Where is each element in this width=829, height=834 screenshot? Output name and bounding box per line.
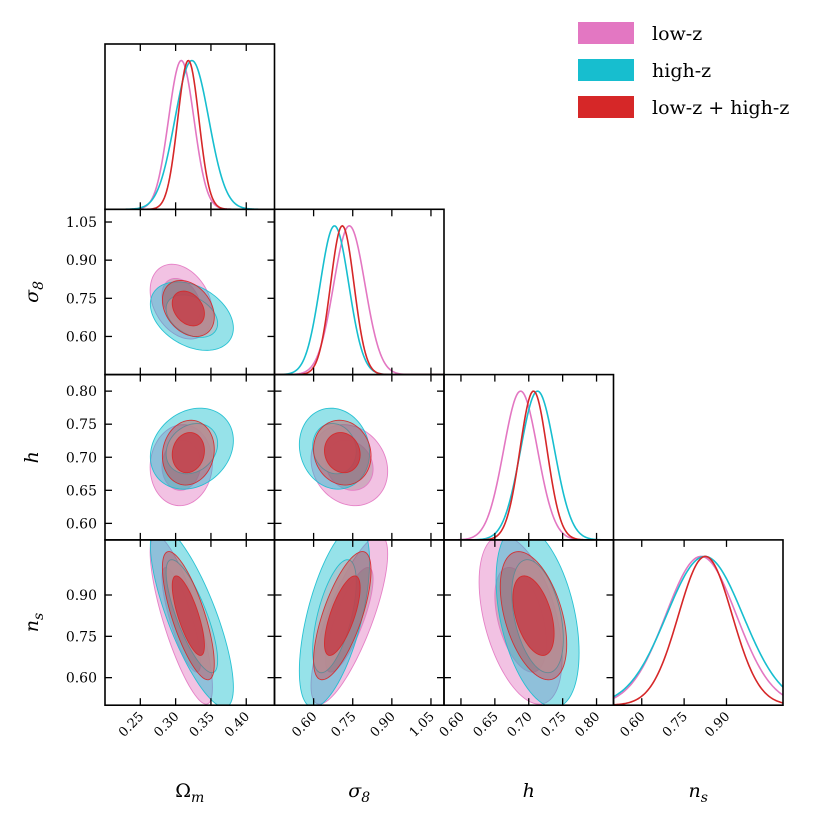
ylabel-ns: ns [21, 613, 47, 632]
ytick-label-ns-1: 0.75 [66, 629, 97, 645]
legend-label-2: low-z + high-z [652, 97, 789, 119]
xtick-label-h-0: 0.60 [437, 709, 468, 740]
xtick-label-om-0: 0.25 [116, 709, 147, 740]
panel-s8-vs-om [149, 263, 234, 351]
panel-h-vs-s8 [298, 407, 389, 507]
xtick-label-om-2: 0.35 [187, 709, 218, 740]
ytick-label-s8-0: 0.60 [66, 329, 97, 345]
xtick-label-om-1: 0.30 [151, 709, 182, 740]
marginal-line-low-z-high-z [444, 390, 614, 540]
legend: low-z high-z low-z + high-z [578, 22, 789, 119]
legend-label-0: low-z [652, 23, 702, 45]
legend-swatch-1 [578, 59, 634, 81]
xtick-label-h-2: 0.70 [504, 709, 535, 740]
panel-ns-vs-om [149, 539, 234, 706]
ylabel-h: h [21, 451, 43, 463]
marginal-line-low-z-high-z [105, 59, 275, 210]
ytick-label-h-4: 0.80 [66, 384, 97, 400]
xlabel-h: h [523, 780, 535, 802]
legend-label-1: high-z [652, 60, 711, 82]
xtick-label-h-4: 0.80 [572, 709, 603, 740]
xlabel-om: Ωm [175, 780, 204, 806]
contour-68-low-z-high-z [324, 575, 361, 656]
marginal-h [444, 390, 614, 540]
marginal-line-low-z [444, 390, 614, 540]
xtick-label-h-1: 0.65 [471, 709, 502, 740]
marginal-line-high-z [274, 225, 444, 375]
marginal-s8 [274, 224, 444, 375]
ytick-label-s8-3: 1.05 [66, 215, 97, 231]
marginal-line-low-z [613, 555, 783, 700]
xtick-label-om-3: 0.40 [222, 709, 253, 740]
contour-68-low-z-high-z [171, 290, 205, 327]
ytick-label-h-3: 0.75 [66, 417, 97, 433]
ytick-label-ns-0: 0.60 [66, 671, 97, 687]
contour-68-low-z-high-z [171, 432, 205, 474]
xlabel-s8: σ8 [348, 780, 370, 806]
xtick-label-ns-1: 0.75 [660, 709, 691, 740]
xlabel-ns: ns [689, 780, 708, 806]
ytick-label-s8-2: 0.90 [66, 253, 97, 269]
frame-1-1 [273, 208, 445, 376]
xtick-label-ns-2: 0.90 [702, 709, 733, 740]
contour-68-low-z-high-z [512, 575, 555, 656]
xtick-label-s8-2: 0.90 [368, 709, 399, 740]
ytick-label-s8-1: 0.75 [66, 291, 97, 307]
marginal-om [105, 59, 275, 210]
xtick-label-s8-0: 0.60 [289, 709, 320, 740]
ytick-label-h-1: 0.65 [66, 483, 97, 499]
ytick-label-h-2: 0.70 [66, 450, 97, 466]
marginal-line-high-z [613, 555, 783, 698]
panel-ns-vs-h [478, 539, 580, 706]
marginal-ns [613, 555, 783, 706]
xtick-label-s8-1: 0.75 [328, 709, 359, 740]
xtick-label-h-3: 0.75 [538, 709, 569, 740]
marginal-line-high-z [444, 390, 614, 540]
xtick-label-ns-0: 0.60 [617, 709, 648, 740]
contour-68-low-z-high-z [324, 432, 361, 474]
marginal-line-low-z [105, 59, 275, 210]
ytick-label-ns-2: 0.90 [66, 588, 97, 604]
legend-swatch-2 [578, 96, 634, 118]
ytick-label-h-0: 0.60 [66, 516, 97, 532]
panel-ns-vs-s8 [298, 539, 389, 706]
panel-h-vs-om [149, 407, 234, 507]
marginal-line-high-z [105, 59, 275, 210]
legend-swatch-0 [578, 22, 634, 44]
xtick-label-s8-3: 1.05 [407, 709, 438, 740]
marginal-line-low-z [274, 225, 444, 375]
contour-68-low-z-high-z [171, 575, 205, 656]
ylabel-s8: σ8 [21, 281, 47, 303]
frame-3-3 [612, 539, 784, 707]
marginal-line-low-z-high-z [274, 224, 444, 375]
frame-0-0 [104, 43, 276, 211]
marginal-line-low-z-high-z [613, 555, 783, 706]
